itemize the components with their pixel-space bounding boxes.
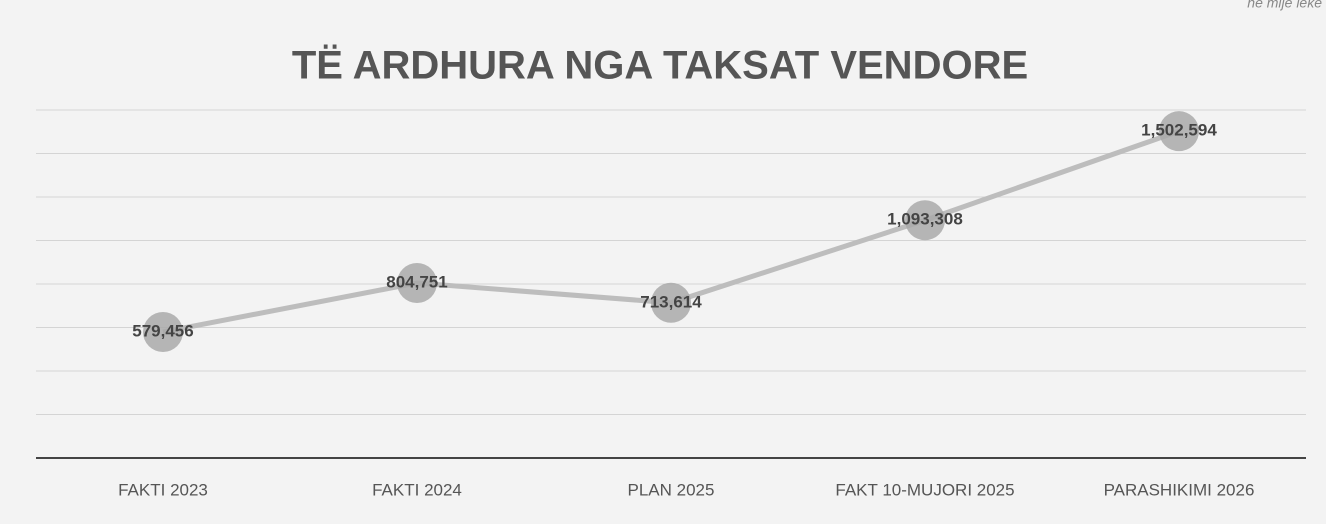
data-label: 804,751 [386, 272, 447, 291]
marker [905, 200, 945, 241]
marker [651, 282, 691, 323]
chart-subtitle: në mijë lekë [1247, 0, 1322, 11]
x-tick-label: FAKT 10-MUJORI 2025 [835, 480, 1014, 499]
marker [1159, 111, 1199, 152]
data-label: 1,502,594 [1141, 121, 1217, 140]
data-label: 713,614 [640, 292, 702, 311]
x-tick-label: FAKTI 2023 [118, 480, 208, 499]
x-tick-label: PLAN 2025 [628, 480, 715, 499]
x-tick-label: FAKTI 2024 [372, 480, 462, 499]
x-tick-label: PARASHIKIMI 2026 [1104, 480, 1255, 499]
marker [397, 262, 437, 303]
data-label: 1,093,308 [887, 210, 963, 229]
data-label: 579,456 [132, 321, 193, 340]
chart-title: TË ARDHURA NGA TAKSAT VENDORE [292, 44, 1028, 88]
marker [143, 311, 183, 352]
